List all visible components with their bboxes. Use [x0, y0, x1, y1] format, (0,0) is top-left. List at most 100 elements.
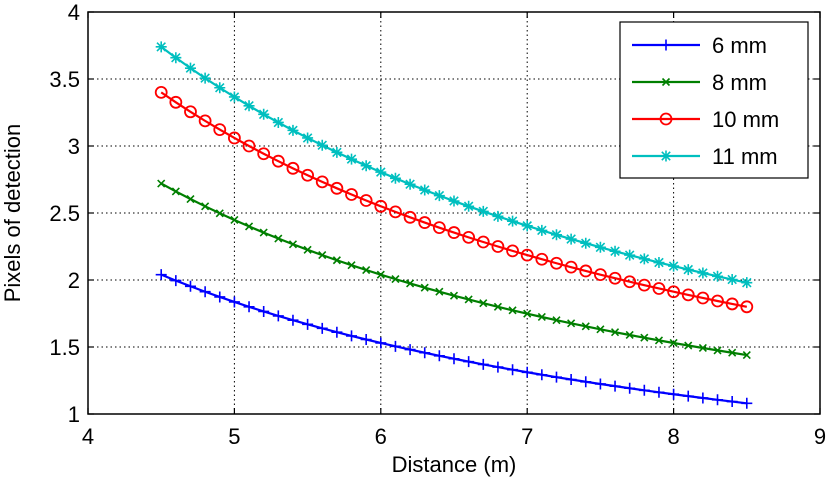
data-point — [228, 296, 240, 308]
data-point — [564, 260, 578, 274]
legend-label: 6 mm — [712, 33, 767, 58]
data-point — [419, 184, 431, 196]
data-point — [433, 190, 445, 202]
x-tick-label: 8 — [667, 424, 679, 449]
data-point — [345, 188, 358, 201]
data-point — [609, 245, 621, 257]
data-point — [493, 302, 502, 311]
y-tick-label: 3.5 — [49, 67, 80, 92]
data-point — [155, 269, 167, 281]
x-tick-label: 9 — [814, 424, 826, 449]
data-point — [448, 353, 460, 365]
data-point — [259, 228, 268, 237]
data-point — [213, 123, 227, 136]
series-11-mm — [155, 41, 753, 289]
y-tick-label: 1.5 — [49, 335, 80, 360]
data-point — [287, 124, 299, 136]
data-point — [682, 264, 694, 276]
data-point — [186, 194, 195, 204]
data-point — [491, 240, 505, 253]
data-point — [389, 340, 401, 352]
data-point — [242, 139, 256, 153]
data-point — [508, 306, 517, 315]
data-point — [303, 245, 312, 254]
data-point — [463, 200, 475, 212]
data-point — [506, 244, 519, 258]
data-point — [492, 361, 504, 373]
data-point — [653, 257, 665, 269]
data-point — [271, 154, 285, 168]
legend-entry: 8 mm — [632, 70, 767, 95]
data-point — [697, 267, 709, 279]
legend-entry: 6 mm — [632, 33, 767, 58]
data-point — [155, 41, 167, 53]
data-point — [667, 285, 680, 299]
data-point — [227, 131, 241, 145]
data-point — [243, 100, 255, 112]
data-point — [403, 210, 417, 224]
data-point — [391, 275, 400, 284]
legend-label: 10 mm — [712, 107, 779, 132]
data-point — [726, 396, 738, 408]
data-point — [360, 334, 372, 346]
data-point — [567, 319, 576, 328]
data-point — [258, 108, 270, 120]
data-point — [404, 178, 416, 190]
data-point — [741, 397, 753, 409]
data-point — [653, 386, 665, 398]
data-point — [652, 282, 666, 295]
data-point — [682, 390, 694, 402]
legend-box — [619, 21, 809, 179]
data-point — [170, 52, 182, 64]
data-point — [550, 371, 562, 383]
data-point — [258, 305, 270, 317]
series-6-mm — [155, 269, 753, 409]
data-point — [199, 72, 211, 84]
grid-lines — [88, 12, 820, 414]
data-point — [535, 252, 549, 266]
data-point — [660, 39, 672, 51]
data-point — [638, 253, 650, 265]
series-layer — [154, 41, 754, 409]
data-point — [376, 270, 385, 279]
data-point — [462, 230, 476, 244]
data-point — [199, 286, 211, 298]
series-8-mm — [157, 179, 751, 360]
data-point — [420, 283, 429, 292]
data-point — [463, 356, 475, 368]
data-point — [375, 337, 387, 349]
data-point — [184, 105, 197, 119]
data-point — [624, 382, 636, 394]
data-point — [257, 147, 271, 161]
data-point — [347, 261, 356, 270]
data-point — [435, 287, 444, 296]
data-point — [537, 312, 546, 322]
data-point — [579, 264, 593, 278]
data-point — [318, 251, 327, 260]
data-point — [184, 280, 196, 292]
data-point — [668, 388, 680, 400]
data-point — [625, 330, 634, 340]
y-tick-label: 1 — [68, 402, 80, 427]
data-point — [477, 205, 489, 217]
data-point — [580, 237, 592, 249]
data-point — [406, 279, 415, 288]
data-point — [359, 194, 373, 207]
legend: 6 mm 8 mm 10 mm 11 mm — [619, 21, 809, 179]
data-point — [418, 216, 432, 229]
data-point — [419, 347, 431, 359]
data-point — [712, 270, 724, 282]
data-point — [654, 336, 664, 345]
data-point — [520, 248, 534, 262]
data-point — [198, 114, 212, 128]
data-point — [552, 316, 561, 325]
data-point — [609, 380, 621, 392]
data-point — [170, 275, 182, 287]
data-point — [669, 338, 678, 348]
legend-entry: 11 mm — [632, 144, 778, 169]
data-point — [243, 301, 255, 313]
data-point — [594, 241, 606, 253]
data-point — [360, 160, 372, 172]
data-point — [581, 322, 590, 331]
data-point — [507, 215, 519, 227]
